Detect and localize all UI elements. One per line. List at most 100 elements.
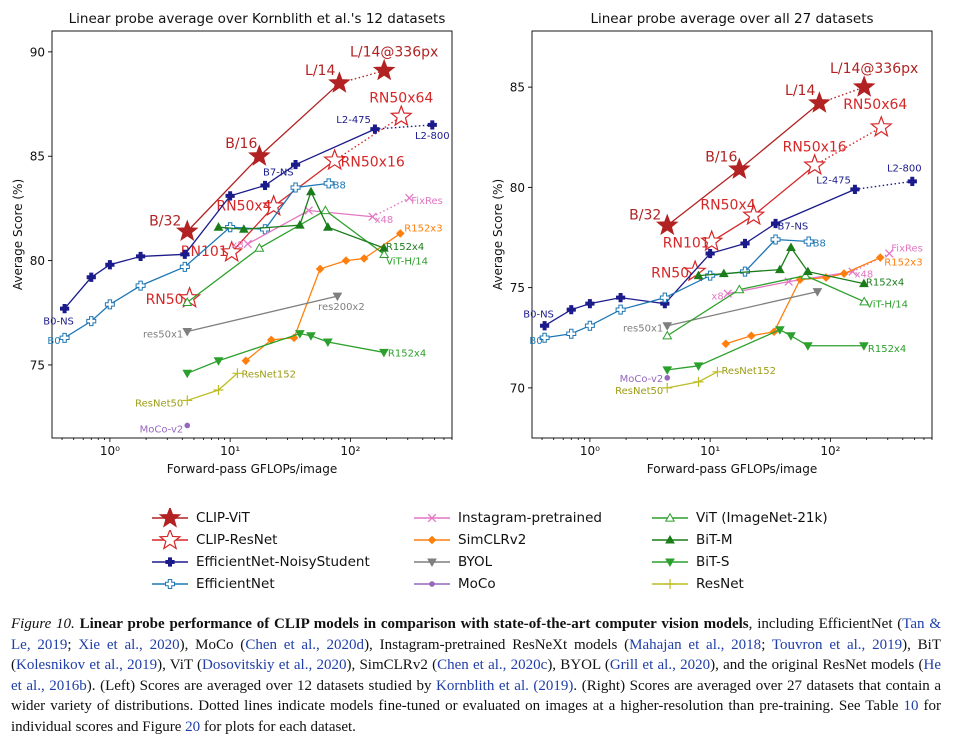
legend-swatch [414,535,450,545]
legend-swatch [652,558,688,568]
left-x-tick-label: 10⁰ [100,444,120,458]
data-point [774,264,785,274]
left-series-moco: MoCo-v2 [140,422,191,435]
data-point [238,224,249,233]
data-label: ViT-H/14 [866,300,908,311]
data-label: res50x1 [143,330,183,341]
citation-link[interactable]: He et al., 2016b [11,657,941,694]
data-label: B7-NS [778,221,809,232]
data-label: R152x3 [404,223,442,234]
left-chart: Linear probe average over Kornblith et a… [11,11,453,476]
data-label: ResNet50 [135,398,183,409]
data-label: R152x3 [884,258,922,269]
data-label: ResNet152 [721,366,776,377]
data-point [225,191,235,201]
data-point [379,243,389,252]
data-point [907,176,917,186]
series-line [187,332,385,374]
legend-item-bit-s: BiT-S [650,552,729,572]
right-series-instagram-pretrained: x8 x48 FixRes [711,244,922,303]
citation-link[interactable]: Mahajan et al., 2018 [629,636,762,653]
legend-marker [664,512,676,522]
caption-text: ), Instagram-pretrained ResNeXt models ( [364,636,630,653]
data-label: B/16 [705,149,737,165]
data-label: RN50x4 [700,197,755,213]
legend-swatch [414,513,450,523]
data-label: L/14 [305,63,335,79]
data-point [770,234,781,245]
data-point [341,256,351,265]
left-series-bit-s: R152x4 [182,330,426,379]
legend-item-bit-m: BiT-M [650,530,733,550]
citation-link[interactable]: Xie et al., 2020 [78,636,180,653]
caption-text: , including EfficientNet ( [748,616,903,632]
legend-swatch [152,508,188,528]
data-point [290,159,301,170]
legend-marker [665,534,675,544]
left-series-simclrv2: R152x3 [241,223,443,366]
data-point [770,218,781,229]
citation-link[interactable]: 10 [903,698,919,714]
right-y-tick-label: 80 [510,181,525,195]
data-label: MoCo-v2 [140,424,184,435]
citation-link[interactable]: Tan & Le, 2019 [11,616,942,653]
citation-link[interactable]: Chen et al., 2020c [437,657,548,673]
left-series-byol: res50x1 res200x2 [143,292,365,341]
legend-marker [427,535,437,545]
data-point [323,178,334,189]
legend-swatch [152,579,188,589]
citation-link[interactable]: Kolesnikov et al., 2019 [16,657,158,673]
right-x-tick-label: 10⁰ [580,444,600,458]
data-point [370,124,380,134]
series-line [667,329,864,371]
data-point [875,253,885,262]
legend-marker [427,558,437,568]
right-chart-title: Linear probe average over all 27 dataset… [590,11,873,27]
right-y-tick-label: 85 [510,81,525,95]
data-point [213,357,224,366]
right-y-tick-label: 70 [510,381,525,395]
left-x-tick-label: 10² [340,444,360,458]
citation-link[interactable]: Grill et al., 2020 [609,657,711,673]
legend-swatch [414,558,450,568]
left-series-efficientnet-noisystudent: B0-NS B7-NS L2-475 L2-800 [43,115,449,327]
data-point [260,180,270,191]
data-point [859,296,870,306]
legend-item-byol: BYOL [412,552,492,572]
series-line [666,274,865,337]
legend-item-resnet: ResNet [650,574,744,594]
caption-text: ), BYOL ( [547,657,610,673]
data-label: B7-NS [263,167,294,178]
data-point [323,338,333,347]
legend: CLIP-ViT CLIP-ResNet EfficientNet-NoisyStu… [150,508,870,600]
citation-link[interactable]: Kornblith et al. (2019) [436,677,574,694]
citation-link[interactable]: Touvron et al., 2019 [771,636,903,653]
citation-link[interactable]: Chen et al., 2020d [245,636,365,653]
data-label: x48 [855,270,874,281]
data-label: RN50x16 [783,139,847,155]
legend-swatch [652,579,688,589]
data-point [182,328,193,337]
data-point [786,332,796,341]
citation-link[interactable]: 20 [185,718,201,735]
legend-label: CLIP-ResNet [196,532,278,548]
data-point [585,299,595,309]
data-label: B0 [47,336,60,347]
left-series-instagram-pretrained: x8 x48 FixRes [231,193,443,251]
data-point [539,332,550,343]
right-x-tick-label: 10² [820,444,840,458]
data-label: RN50x4 [216,198,271,214]
data-point [859,342,869,351]
legend-item-simclrv2: SimCLRv2 [412,530,526,550]
data-point [803,236,814,247]
legend-swatch [652,534,688,544]
data-point [693,362,704,371]
caption-text: ), ViT ( [157,657,203,673]
data-label: RN50 [651,266,689,282]
data-label: R152x4 [866,278,904,289]
left-y-tick-label: 85 [30,150,45,164]
legend-item-clip-resnet: CLIP-ResNet [150,530,277,550]
legend-item-vit-imagenet-21k: ViT (ImageNet-21k) [650,508,828,528]
citation-link[interactable]: Dosovitskiy et al., 2020 [202,657,347,673]
data-point [427,120,437,130]
